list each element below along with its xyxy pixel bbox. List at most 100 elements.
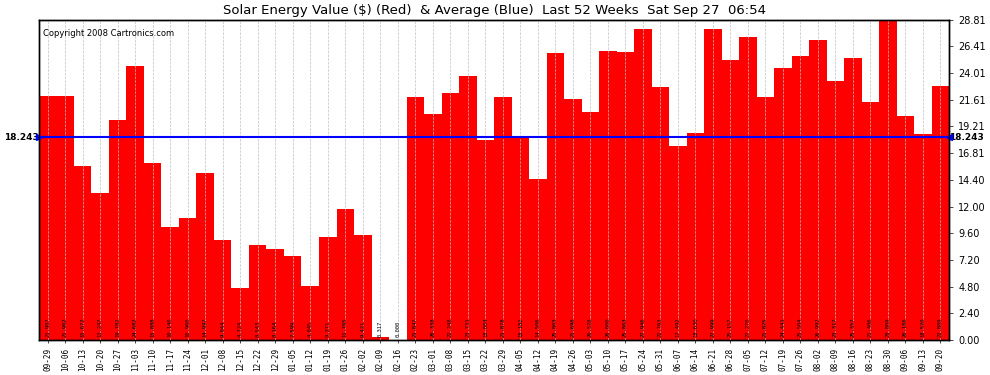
- Bar: [704, 29, 722, 340]
- Text: 25.357: 25.357: [850, 317, 855, 337]
- Title: Solar Energy Value ($) (Red)  & Average (Blue)  Last 52 Weeks  Sat Sep 27  06:54: Solar Energy Value ($) (Red) & Average (…: [223, 4, 765, 17]
- Text: 23.317: 23.317: [833, 317, 838, 337]
- Bar: [109, 120, 127, 340]
- Text: 9.421: 9.421: [360, 321, 365, 337]
- Bar: [827, 81, 844, 340]
- Text: 18.243: 18.243: [949, 133, 984, 142]
- Bar: [179, 218, 196, 340]
- Bar: [651, 87, 669, 340]
- Text: 10.140: 10.140: [167, 317, 172, 337]
- Text: 27.946: 27.946: [641, 317, 645, 337]
- Text: 24.441: 24.441: [780, 317, 785, 337]
- Text: 14.997: 14.997: [203, 317, 208, 337]
- Text: 20.528: 20.528: [588, 317, 593, 337]
- Bar: [792, 57, 809, 340]
- Bar: [494, 97, 512, 340]
- Text: 21.825: 21.825: [763, 317, 768, 337]
- Bar: [196, 173, 214, 340]
- Bar: [248, 245, 266, 340]
- Bar: [861, 102, 879, 340]
- Text: 21.878: 21.878: [500, 317, 505, 337]
- Text: 22.248: 22.248: [447, 317, 452, 337]
- Bar: [914, 134, 932, 340]
- Text: 26.000: 26.000: [605, 317, 610, 337]
- Text: 18.520: 18.520: [921, 317, 926, 337]
- Bar: [74, 166, 91, 340]
- Bar: [529, 179, 546, 340]
- Text: 22.889: 22.889: [938, 317, 942, 337]
- Text: 18.182: 18.182: [518, 317, 523, 337]
- Bar: [809, 40, 827, 340]
- Bar: [266, 249, 284, 340]
- Text: 13.247: 13.247: [98, 317, 103, 337]
- Text: 8.164: 8.164: [272, 321, 278, 337]
- Bar: [599, 51, 617, 340]
- Text: 19.782: 19.782: [115, 317, 120, 337]
- Text: 24.682: 24.682: [133, 317, 138, 337]
- Text: 27.999: 27.999: [711, 317, 716, 337]
- Bar: [424, 114, 442, 340]
- Text: 23.731: 23.731: [465, 317, 470, 337]
- Text: 25.504: 25.504: [798, 317, 803, 337]
- Bar: [232, 288, 248, 340]
- Bar: [756, 98, 774, 340]
- Text: 7.599: 7.599: [290, 321, 295, 337]
- Text: 21.406: 21.406: [868, 317, 873, 337]
- Bar: [669, 146, 687, 340]
- Bar: [564, 99, 581, 340]
- Bar: [407, 97, 424, 340]
- Text: 14.506: 14.506: [536, 317, 541, 337]
- Bar: [214, 240, 232, 340]
- Bar: [617, 53, 634, 340]
- Text: 22.763: 22.763: [657, 317, 663, 337]
- Bar: [127, 66, 144, 340]
- Text: 21.698: 21.698: [570, 317, 575, 337]
- Bar: [144, 164, 161, 340]
- Bar: [337, 209, 354, 340]
- Bar: [56, 96, 74, 340]
- Bar: [459, 76, 476, 340]
- Text: 9.271: 9.271: [326, 321, 331, 337]
- Text: 21.847: 21.847: [413, 317, 418, 337]
- Bar: [581, 112, 599, 340]
- Text: 18.004: 18.004: [483, 317, 488, 337]
- Bar: [897, 116, 914, 340]
- Bar: [442, 93, 459, 340]
- Text: 4.845: 4.845: [308, 321, 313, 337]
- Text: 11.765: 11.765: [343, 317, 347, 337]
- Bar: [634, 29, 651, 340]
- Bar: [932, 86, 949, 340]
- Text: 21.962: 21.962: [62, 317, 67, 337]
- Text: 0.317: 0.317: [378, 321, 383, 337]
- Text: 18.630: 18.630: [693, 317, 698, 337]
- Bar: [844, 58, 861, 340]
- Bar: [774, 68, 792, 340]
- Text: 26.992: 26.992: [816, 317, 821, 337]
- Bar: [319, 237, 337, 340]
- Bar: [39, 96, 56, 340]
- Bar: [354, 236, 371, 340]
- Bar: [91, 193, 109, 340]
- Text: 15.672: 15.672: [80, 317, 85, 337]
- Text: 25.863: 25.863: [623, 317, 628, 337]
- Bar: [371, 336, 389, 340]
- Bar: [687, 133, 704, 340]
- Bar: [476, 140, 494, 340]
- Text: 20.338: 20.338: [431, 317, 436, 337]
- Bar: [512, 138, 529, 340]
- Bar: [284, 256, 302, 340]
- Bar: [740, 37, 756, 340]
- Text: 15.888: 15.888: [150, 317, 155, 337]
- Text: 18.243: 18.243: [4, 133, 39, 142]
- Text: 21.987: 21.987: [46, 317, 50, 337]
- Bar: [879, 20, 897, 340]
- Text: 9.044: 9.044: [220, 321, 225, 337]
- Text: 10.960: 10.960: [185, 317, 190, 337]
- Text: 4.724: 4.724: [238, 321, 243, 337]
- Text: Copyright 2008 Cartronics.com: Copyright 2008 Cartronics.com: [44, 29, 174, 38]
- Text: 20.186: 20.186: [903, 317, 908, 337]
- Bar: [161, 227, 179, 340]
- Bar: [546, 53, 564, 340]
- Text: 28.809: 28.809: [885, 317, 890, 337]
- Bar: [722, 60, 740, 340]
